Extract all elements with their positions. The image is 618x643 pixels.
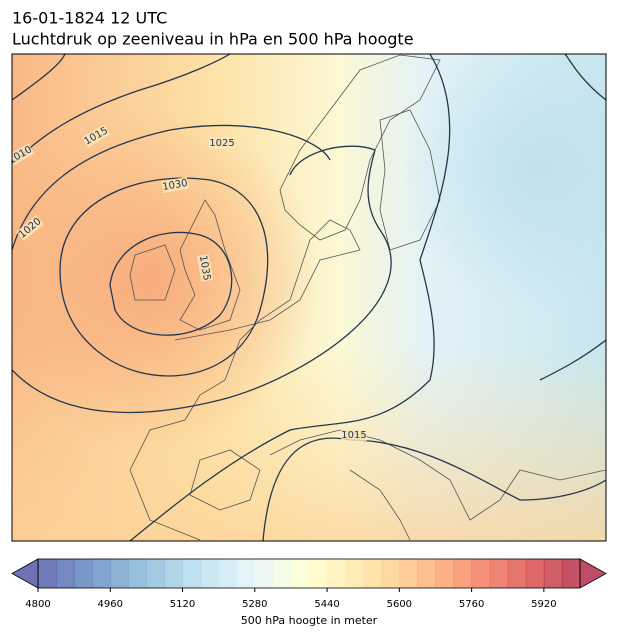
isobar-label-bg [16, 215, 44, 241]
isobar-label-bg [196, 254, 214, 282]
colorbar-segment [309, 559, 328, 588]
isobar-label-bg [209, 137, 235, 149]
colorbar-segment [381, 559, 400, 588]
isobar-label-bg [81, 124, 111, 148]
colorbar-segment [182, 559, 202, 588]
colorbar-segment [164, 559, 184, 588]
isobars [12, 54, 606, 541]
map-frame [11, 53, 607, 542]
colorbar-tick-label: 5920 [531, 599, 556, 610]
colorbar-segment [218, 559, 238, 588]
colorbar-segment [345, 559, 364, 588]
date-title: 16-01-1824 12 UTC [12, 9, 167, 28]
colorbar-segment [272, 559, 292, 588]
colorbar-extend-high [579, 558, 607, 589]
colorbar-segment [525, 559, 545, 588]
colorbar-tick-label: 5440 [314, 599, 339, 610]
colorbar-segment [290, 559, 310, 588]
colorbar-segment [453, 559, 473, 588]
isobar-label: 1015 [341, 430, 366, 441]
colorbar-tick-label: 5600 [387, 599, 412, 610]
colorbar-tick-label: 5120 [170, 599, 195, 610]
colorbar-segment [327, 559, 346, 588]
colorbar-segment [399, 559, 418, 588]
colorbar-segment [561, 559, 581, 588]
isobar-label-bg [12, 143, 35, 167]
colorbar-tick-label: 4960 [98, 599, 123, 610]
colorbar-segment [471, 559, 491, 588]
colorbar-segment [254, 559, 274, 588]
colorbar-tick-label: 4800 [25, 599, 50, 610]
colorbar-segment [417, 559, 436, 588]
colorbar-extend-low [11, 558, 39, 589]
isobar-label: 1030 [162, 178, 189, 193]
colorbar-segment [236, 559, 256, 588]
colorbar-segment [38, 559, 57, 588]
isobar-label: 1025 [209, 138, 234, 149]
isobar-label: 1035 [197, 255, 212, 282]
colorbar-segment [56, 559, 75, 588]
colorbar-segment [110, 559, 129, 588]
colorbar-segment [507, 559, 527, 588]
coastlines [129, 54, 606, 541]
colorbar-tick-label: 5760 [459, 599, 484, 610]
isobar-label-bg [341, 429, 367, 441]
colorbar-segment [146, 559, 165, 588]
colorbar-segment [435, 559, 455, 588]
isobar-label-bg [161, 176, 189, 194]
colorbar-segment [74, 559, 93, 588]
colorbar-frame [37, 558, 581, 589]
colorbar-label: 500 hPa hoogte in meter [241, 614, 378, 627]
colorbar-tick-label: 5280 [242, 599, 267, 610]
colorbar-segment [92, 559, 111, 588]
colorbar-segment [363, 559, 382, 588]
map-title: Luchtdruk op zeeniveau in hPa en 500 hPa… [12, 30, 414, 49]
colorbar-segment [200, 559, 220, 588]
colorbar-segment [489, 559, 509, 588]
colorbar-segment [543, 559, 563, 588]
colorbar-segment [128, 559, 147, 588]
